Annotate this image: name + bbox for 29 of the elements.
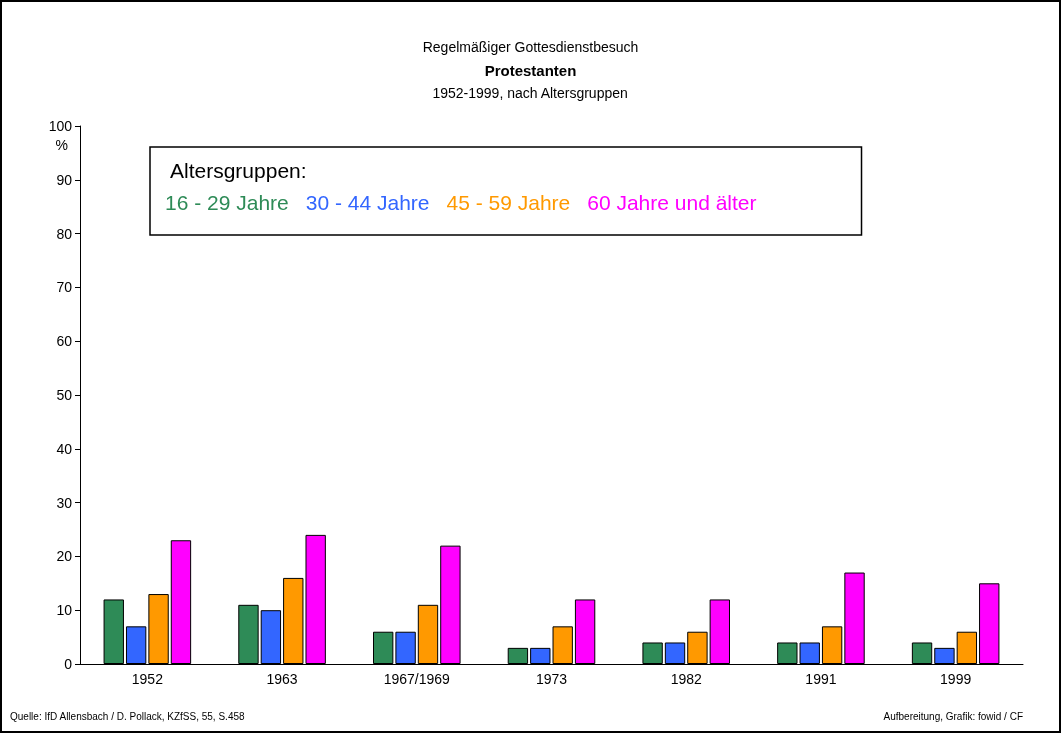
text: 60 Jahre und älter xyxy=(587,191,757,214)
y-tick-label: 10 xyxy=(56,602,73,619)
text: 16 - 29 Jahre xyxy=(165,191,289,214)
y-tick-label: 90 xyxy=(56,171,73,188)
legend-title: Altersgruppen: xyxy=(170,159,307,182)
x-tick-label: 1963 xyxy=(266,671,298,687)
x-tick-label: 1982 xyxy=(670,671,702,687)
y-tick-label: 70 xyxy=(56,279,73,296)
source-note: Quelle: IfD Allensbach / D. Pollack, KZfSS, 55, S.458 xyxy=(10,710,245,722)
y-tick-label: 50 xyxy=(56,387,73,403)
x-tick-label: 1952 xyxy=(131,671,164,687)
x-tick-label: 1973 xyxy=(535,671,568,687)
x-tick-label: 1999 xyxy=(940,671,972,687)
y-tick-label: 60 xyxy=(56,333,73,350)
y-axis-title: % xyxy=(55,137,68,153)
x-tick-label: 1967/1969 xyxy=(383,671,451,687)
text: 30 - 44 Jahre xyxy=(305,191,430,214)
text: 45 - 59 Jahre xyxy=(446,191,571,214)
y-tick-label: 100 xyxy=(48,118,73,134)
text: 1952-1999, nach Altersgruppen xyxy=(432,85,628,101)
y-tick-label: 30 xyxy=(56,494,73,511)
text: Regelmäßiger Gottesdienstbesuch xyxy=(422,39,639,55)
text: Aufbereitung, Grafik: fowid / CF xyxy=(883,710,1024,722)
y-tick-label: 40 xyxy=(56,440,73,457)
y-tick-label: 80 xyxy=(56,225,73,242)
y-tick-label: 0 xyxy=(64,656,73,672)
chart-title: Protestanten xyxy=(484,62,577,79)
x-tick-label: 1991 xyxy=(805,671,837,687)
y-tick-label: 20 xyxy=(56,548,73,565)
